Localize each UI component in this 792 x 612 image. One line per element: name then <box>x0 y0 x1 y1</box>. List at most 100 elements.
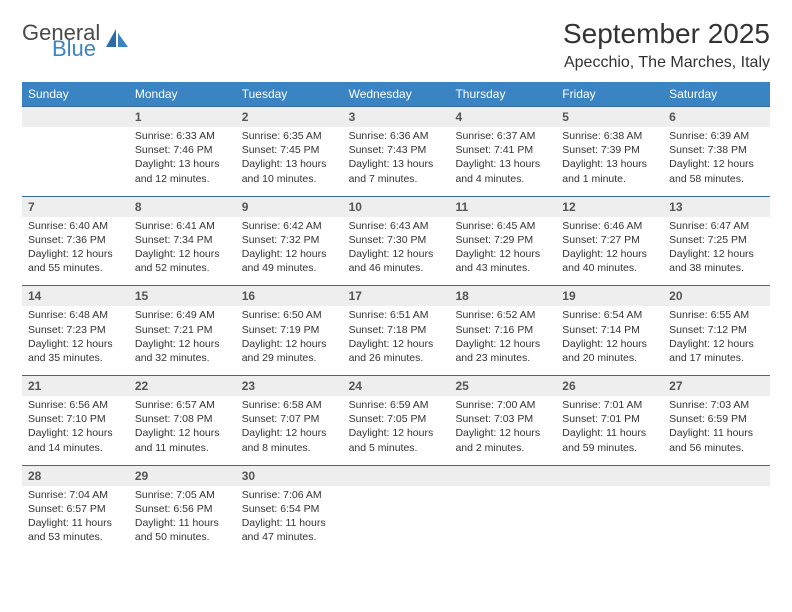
day-number <box>663 466 770 486</box>
daylight-text: Daylight: 12 hours and 17 minutes. <box>669 337 764 365</box>
header: General Blue September 2025 Apecchio, Th… <box>22 18 770 72</box>
sunset-text: Sunset: 7:23 PM <box>28 323 123 337</box>
day-cell: Sunrise: 6:42 AMSunset: 7:32 PMDaylight:… <box>236 217 343 286</box>
sunrise-text: Sunrise: 6:46 AM <box>562 219 657 233</box>
daylight-text: Daylight: 12 hours and 43 minutes. <box>455 247 550 275</box>
day-cell: Sunrise: 6:55 AMSunset: 7:12 PMDaylight:… <box>663 306 770 375</box>
sunset-text: Sunset: 7:36 PM <box>28 233 123 247</box>
day-number: 27 <box>663 376 770 396</box>
daynum-row: 78910111213 <box>22 196 770 217</box>
day-number: 14 <box>22 286 129 306</box>
daylight-text: Daylight: 13 hours and 12 minutes. <box>135 157 230 185</box>
daylight-text: Daylight: 12 hours and 49 minutes. <box>242 247 337 275</box>
content-row: Sunrise: 6:48 AMSunset: 7:23 PMDaylight:… <box>22 306 770 375</box>
day-number: 2 <box>236 107 343 127</box>
day-number: 1 <box>129 107 236 127</box>
daynum-row: 21222324252627 <box>22 375 770 396</box>
page-title: September 2025 <box>563 18 770 50</box>
day-cell: Sunrise: 6:41 AMSunset: 7:34 PMDaylight:… <box>129 217 236 286</box>
weekday-header: Friday <box>556 82 663 106</box>
daylight-text: Daylight: 13 hours and 1 minute. <box>562 157 657 185</box>
calendar: Sunday Monday Tuesday Wednesday Thursday… <box>22 82 770 554</box>
day-number: 4 <box>449 107 556 127</box>
sunset-text: Sunset: 7:10 PM <box>28 412 123 426</box>
sunrise-text: Sunrise: 7:00 AM <box>455 398 550 412</box>
day-cell: Sunrise: 6:46 AMSunset: 7:27 PMDaylight:… <box>556 217 663 286</box>
sunset-text: Sunset: 6:56 PM <box>135 502 230 516</box>
sunrise-text: Sunrise: 6:41 AM <box>135 219 230 233</box>
day-cell: Sunrise: 6:36 AMSunset: 7:43 PMDaylight:… <box>343 127 450 196</box>
day-number: 22 <box>129 376 236 396</box>
daynum-row: 282930 <box>22 465 770 486</box>
day-cell: Sunrise: 6:43 AMSunset: 7:30 PMDaylight:… <box>343 217 450 286</box>
sunrise-text: Sunrise: 6:56 AM <box>28 398 123 412</box>
day-number: 8 <box>129 197 236 217</box>
daylight-text: Daylight: 12 hours and 52 minutes. <box>135 247 230 275</box>
day-cell: Sunrise: 6:47 AMSunset: 7:25 PMDaylight:… <box>663 217 770 286</box>
daylight-text: Daylight: 12 hours and 40 minutes. <box>562 247 657 275</box>
content-row: Sunrise: 6:56 AMSunset: 7:10 PMDaylight:… <box>22 396 770 465</box>
sunrise-text: Sunrise: 6:40 AM <box>28 219 123 233</box>
day-cell: Sunrise: 6:35 AMSunset: 7:45 PMDaylight:… <box>236 127 343 196</box>
day-number: 11 <box>449 197 556 217</box>
weekday-header: Thursday <box>449 82 556 106</box>
day-number: 30 <box>236 466 343 486</box>
day-cell: Sunrise: 6:37 AMSunset: 7:41 PMDaylight:… <box>449 127 556 196</box>
daylight-text: Daylight: 11 hours and 47 minutes. <box>242 516 337 544</box>
day-number: 28 <box>22 466 129 486</box>
content-row: Sunrise: 6:33 AMSunset: 7:46 PMDaylight:… <box>22 127 770 196</box>
sunrise-text: Sunrise: 6:51 AM <box>349 308 444 322</box>
daylight-text: Daylight: 12 hours and 35 minutes. <box>28 337 123 365</box>
day-cell: Sunrise: 7:01 AMSunset: 7:01 PMDaylight:… <box>556 396 663 465</box>
day-cell <box>22 127 129 196</box>
sunset-text: Sunset: 6:54 PM <box>242 502 337 516</box>
day-number: 15 <box>129 286 236 306</box>
sunrise-text: Sunrise: 6:58 AM <box>242 398 337 412</box>
day-number: 17 <box>343 286 450 306</box>
day-number: 21 <box>22 376 129 396</box>
day-cell <box>449 486 556 555</box>
sunrise-text: Sunrise: 7:06 AM <box>242 488 337 502</box>
day-number: 23 <box>236 376 343 396</box>
day-cell: Sunrise: 6:45 AMSunset: 7:29 PMDaylight:… <box>449 217 556 286</box>
weekday-header: Wednesday <box>343 82 450 106</box>
day-cell <box>556 486 663 555</box>
day-cell: Sunrise: 7:00 AMSunset: 7:03 PMDaylight:… <box>449 396 556 465</box>
sunrise-text: Sunrise: 6:39 AM <box>669 129 764 143</box>
sunset-text: Sunset: 7:39 PM <box>562 143 657 157</box>
day-cell: Sunrise: 6:39 AMSunset: 7:38 PMDaylight:… <box>663 127 770 196</box>
daylight-text: Daylight: 12 hours and 14 minutes. <box>28 426 123 454</box>
day-number: 19 <box>556 286 663 306</box>
day-number: 12 <box>556 197 663 217</box>
daylight-text: Daylight: 12 hours and 26 minutes. <box>349 337 444 365</box>
day-number: 29 <box>129 466 236 486</box>
day-cell: Sunrise: 6:56 AMSunset: 7:10 PMDaylight:… <box>22 396 129 465</box>
sunset-text: Sunset: 7:25 PM <box>669 233 764 247</box>
sunset-text: Sunset: 7:08 PM <box>135 412 230 426</box>
sunrise-text: Sunrise: 6:37 AM <box>455 129 550 143</box>
daylight-text: Daylight: 12 hours and 5 minutes. <box>349 426 444 454</box>
day-cell <box>663 486 770 555</box>
daynum-row: 14151617181920 <box>22 285 770 306</box>
day-number: 9 <box>236 197 343 217</box>
sunset-text: Sunset: 7:29 PM <box>455 233 550 247</box>
sunrise-text: Sunrise: 6:54 AM <box>562 308 657 322</box>
sunrise-text: Sunrise: 6:43 AM <box>349 219 444 233</box>
sunrise-text: Sunrise: 6:50 AM <box>242 308 337 322</box>
sunset-text: Sunset: 7:19 PM <box>242 323 337 337</box>
daylight-text: Daylight: 12 hours and 38 minutes. <box>669 247 764 275</box>
day-cell: Sunrise: 6:57 AMSunset: 7:08 PMDaylight:… <box>129 396 236 465</box>
daylight-text: Daylight: 11 hours and 59 minutes. <box>562 426 657 454</box>
day-cell: Sunrise: 6:52 AMSunset: 7:16 PMDaylight:… <box>449 306 556 375</box>
logo-text-sub: Blue <box>52 38 100 60</box>
sunrise-text: Sunrise: 6:47 AM <box>669 219 764 233</box>
sunrise-text: Sunrise: 6:38 AM <box>562 129 657 143</box>
title-block: September 2025 Apecchio, The Marches, It… <box>563 18 770 72</box>
day-cell: Sunrise: 7:04 AMSunset: 6:57 PMDaylight:… <box>22 486 129 555</box>
sunrise-text: Sunrise: 6:48 AM <box>28 308 123 322</box>
sunset-text: Sunset: 7:34 PM <box>135 233 230 247</box>
daylight-text: Daylight: 13 hours and 7 minutes. <box>349 157 444 185</box>
day-number: 26 <box>556 376 663 396</box>
location-subtitle: Apecchio, The Marches, Italy <box>563 54 770 72</box>
day-cell <box>343 486 450 555</box>
